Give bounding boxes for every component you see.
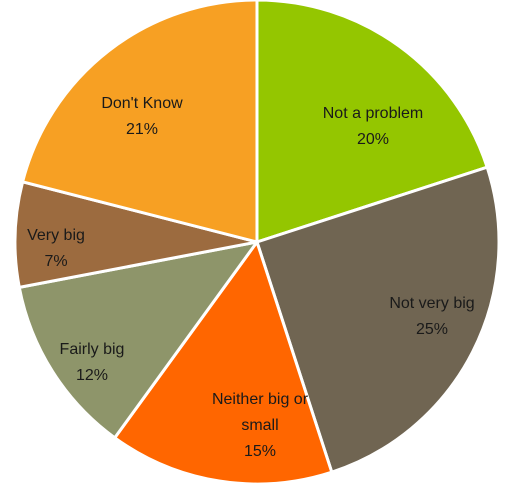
pie-slice-not-very-big — [255, 165, 501, 475]
pie-slice-fairly-big — [17, 239, 261, 440]
slice-value-label: 20% — [357, 131, 389, 148]
slice-label: Not very big — [389, 295, 474, 312]
slice-value-label: 25% — [416, 321, 448, 338]
pie-slice-don-t-know — [20, 0, 259, 244]
slice-label: Not a problem — [323, 105, 424, 122]
slice-label: Neither big or small — [212, 391, 309, 434]
slice-value-label: 7% — [44, 253, 67, 270]
slice-value-label: 21% — [126, 121, 158, 138]
pie-slice-very-big — [13, 179, 258, 290]
slice-value-label: 12% — [76, 367, 108, 384]
pie-slice-not-a-problem — [255, 0, 490, 245]
pie-slices — [13, 0, 501, 486]
slice-label: Don't Know — [101, 95, 183, 112]
slice-value-label: 15% — [244, 443, 276, 460]
pie-slice-neither-big-or-small — [112, 238, 334, 486]
slice-label: Fairly big — [60, 341, 125, 358]
slice-label: Very big — [27, 227, 85, 244]
pie-labels: Not a problem 20% Not very big 25% Neither b… — [27, 95, 475, 460]
